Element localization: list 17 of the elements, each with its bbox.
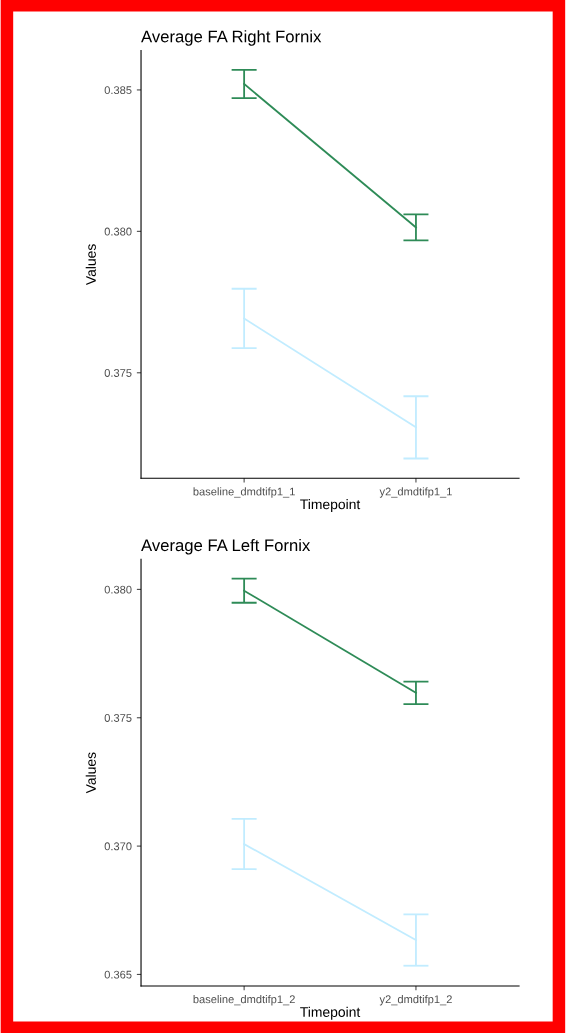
y-tick-label: 0.385 [104,86,132,95]
y-tick-label: 0.365 [104,970,132,979]
y-axis-title: Values [85,244,96,286]
x-tick-label: baseline_dmdtifp1_1 [193,487,295,498]
x-axis-title: Timepoint [300,1006,361,1020]
x-tick-label: baseline_dmdtifp1_2 [193,995,295,1006]
y-tick-label: 0.375 [104,369,132,377]
x-tick-label: y2_dmdtifp1_1 [379,487,452,498]
x-axis-title: Timepoint [300,499,361,512]
y-tick-label: 0.370 [104,842,132,851]
y-tick-label: 0.380 [104,227,132,236]
chart-title: Average FA Right Fornix [141,30,322,46]
chart-title: Average FA Left Fornix [141,538,311,555]
y-axis-title: Values [85,752,96,794]
y-tick-label: 0.380 [104,585,132,594]
x-tick-label: y2_dmdtifp1_2 [379,995,452,1006]
y-tick-label: 0.375 [104,714,132,722]
